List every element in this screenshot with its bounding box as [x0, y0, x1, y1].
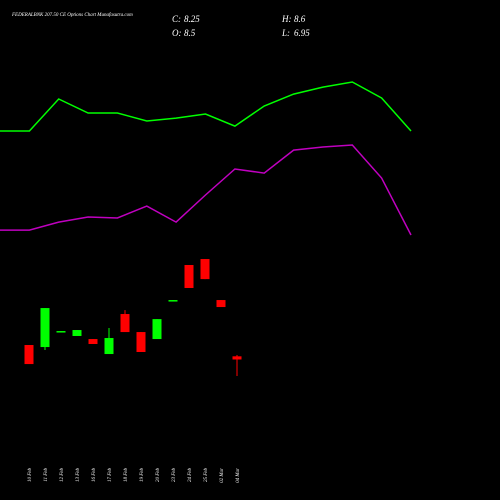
info-label: C:	[172, 14, 181, 24]
info-value: 6.95	[294, 28, 310, 38]
x-tick-label: 04 Mar	[236, 468, 241, 483]
x-tick-label: 16 Feb	[92, 468, 97, 483]
x-tick-label: 18 Feb	[124, 468, 129, 483]
info-label: L:	[281, 28, 290, 38]
candle-body	[120, 314, 130, 333]
candle-body	[136, 332, 146, 352]
info-label: H:	[281, 14, 292, 24]
candle-body	[200, 259, 210, 280]
x-tick-label: 25 Feb	[204, 468, 209, 483]
candle-body	[152, 319, 162, 340]
candle-body	[168, 300, 178, 302]
x-tick-label: 20 Feb	[156, 468, 161, 483]
candle-body	[216, 300, 226, 308]
candle-body	[184, 265, 194, 288]
indicator-line	[0, 144, 412, 236]
chart-title: FEDERALBNK 207.50 CE Options Chart Munaf…	[11, 13, 133, 18]
x-tick-label: 19 Feb	[140, 468, 145, 483]
candle-body	[72, 330, 82, 336]
info-value: 8.6	[294, 14, 306, 24]
candle-body	[232, 356, 242, 360]
candle-body	[40, 308, 50, 348]
indicator-line	[0, 81, 412, 132]
candle-body	[104, 338, 114, 355]
candle-body	[88, 339, 98, 344]
x-tick-label: 12 Feb	[60, 468, 65, 483]
x-tick-label: 17 Feb	[108, 468, 113, 483]
x-tick-label: 10 Feb	[28, 468, 33, 483]
info-value: 8.5	[184, 28, 196, 38]
x-tick-label: 11 Feb	[44, 468, 49, 482]
x-tick-label: 13 Feb	[76, 468, 81, 483]
x-tick-label: 23 Feb	[172, 468, 177, 483]
candle-body	[24, 345, 34, 365]
info-label: O:	[172, 28, 182, 38]
x-tick-label: 24 Feb	[188, 468, 193, 483]
x-tick-label: 02 Mar	[220, 468, 225, 483]
info-value: 8.25	[184, 14, 200, 24]
candle-body	[56, 331, 66, 333]
